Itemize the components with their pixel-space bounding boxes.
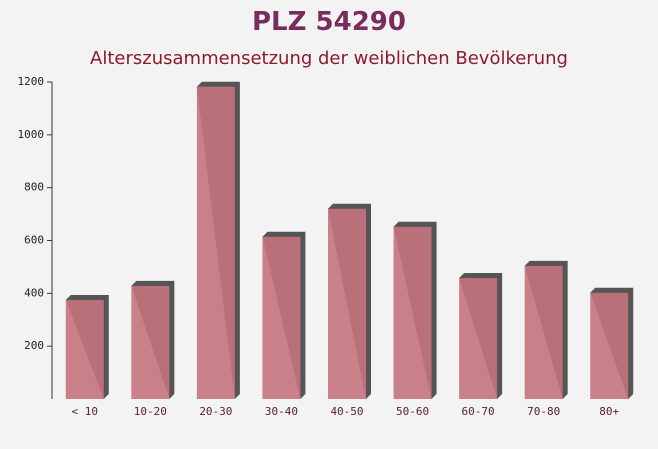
- bar: [262, 236, 301, 399]
- bar: [459, 278, 498, 399]
- y-tick-label: 800: [24, 181, 44, 194]
- y-tick-label: 1000: [18, 128, 45, 141]
- chart-subtitle: Alterszusammensetzung der weiblichen Bev…: [90, 48, 568, 69]
- y-tick-label: 200: [24, 339, 44, 352]
- x-tick-label: < 10: [72, 405, 99, 418]
- y-tick-label: 600: [24, 234, 44, 247]
- x-tick-label: 40-50: [330, 405, 363, 418]
- bar: [590, 292, 629, 399]
- x-tick-label: 50-60: [396, 405, 429, 418]
- x-tick-label: 70-80: [527, 405, 560, 418]
- x-tick-label: 10-20: [134, 405, 167, 418]
- bar: [524, 265, 563, 399]
- bar: [196, 86, 235, 399]
- x-tick-label: 30-40: [265, 405, 298, 418]
- bar: [131, 285, 170, 399]
- chart-title: PLZ 54290: [252, 7, 406, 37]
- bar: [65, 299, 104, 399]
- y-tick-label: 1200: [18, 75, 45, 88]
- y-tick-label: 400: [24, 286, 44, 299]
- bar: [328, 208, 366, 399]
- x-tick-label: 80+: [599, 405, 619, 418]
- bar: [393, 226, 432, 399]
- x-tick-label: 60-70: [462, 405, 495, 418]
- x-tick-label: 20-30: [199, 405, 232, 418]
